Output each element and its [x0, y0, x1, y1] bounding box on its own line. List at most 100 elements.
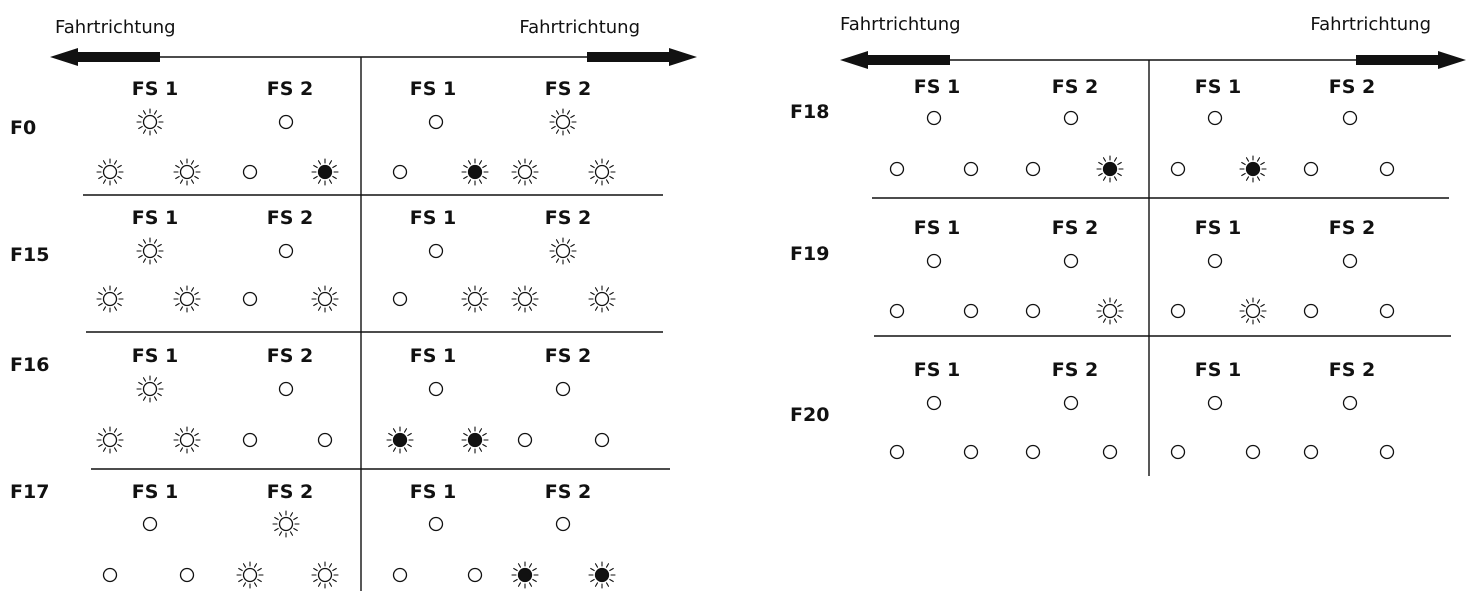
panel-1-row-f16-right-bottom-4-lamp-off-icon: [594, 432, 610, 448]
panel-2-row-f19: F19 FS 1 FS 2 FS 1 FS 2: [790, 217, 1451, 337]
panel-1-row-f15-left-fs1-label: FS 1: [132, 207, 179, 229]
panel-2-row-f20-right-bottom-4-lamp-off-icon: [1379, 444, 1395, 460]
panel-1-row-f16-right-fs1-label: FS 1: [410, 345, 457, 367]
panel-1-row-f0-left-top-2-lamp-off-icon: [278, 114, 294, 130]
panel-1-row-f17-left-bottom-3-lamp-on-icon: [236, 561, 264, 589]
panel-1-row-f17-left-bottom-2-lamp-off-icon: [179, 567, 195, 583]
panel-2-row-f19-left-bottom-4-lamp-on-icon: [1096, 297, 1124, 325]
panel-1-row-f16-left-top-2-lamp-off-icon: [278, 381, 294, 397]
panel-1-row-f16-left-bottom-4-lamp-off-icon: [317, 432, 333, 448]
panel-1-row-f17-left-bottom-4-lamp-on-icon: [311, 561, 339, 589]
panel-1-row-f16-right-bottom-3-lamp-off-icon: [517, 432, 533, 448]
panel-2-row-f18-right-bottom-4-lamp-off-icon: [1379, 161, 1395, 177]
panel-1-row-f17-right-fs1-label: FS 1: [410, 481, 457, 503]
panel-1-row-f17-right-top-2-lamp-off-icon: [555, 516, 571, 532]
panel-2-direction-label-left: Fahrtrichtung: [840, 14, 961, 35]
panel-1-direction-label-left: Fahrtrichtung: [55, 17, 176, 38]
panel-2-row-f19-left-top-1-lamp-off-icon: [926, 253, 942, 269]
panel-1-row-f0-right-bottom-3-lamp-on-icon: [511, 158, 539, 186]
panel-1-row-f0: F0 FS 1 FS 2 FS 1 FS 2: [10, 78, 663, 196]
panel-1-row-f17-right-bottom-2-lamp-off-icon: [467, 567, 483, 583]
panel-1-row-f15-right-bottom-3-lamp-on-icon: [511, 285, 539, 313]
panel-1-row-f15-right-top-2-lamp-on-icon: [549, 237, 577, 265]
panel-1-row-f16-right-fs2-label: FS 2: [545, 345, 592, 367]
panel-1-row-f0-right-top-2-lamp-on-icon: [549, 108, 577, 136]
panel-2-row-f18-right-fs2-label: FS 2: [1329, 76, 1376, 98]
panel-2-row-f18-right-bottom-2-lamp-active-icon: [1239, 155, 1267, 183]
panel-2-arrow-left-icon: [840, 51, 950, 69]
panel-2: Fahrtrichtung Fahrtrichtung F18 FS 1 FS 2 FS …: [790, 14, 1451, 476]
panel-2-row-f20-left-bottom-1-lamp-off-icon: [889, 444, 905, 460]
panel-2-row-f18-left-bottom-2-lamp-off-icon: [963, 161, 979, 177]
panel-2-row-f18-left-bottom-4-lamp-active-icon: [1096, 155, 1124, 183]
panel-2-row-f20-right-top-1-lamp-off-icon: [1207, 395, 1223, 411]
panel-1-row-f17-right-bottom-4-lamp-active-icon: [588, 561, 616, 589]
panel-1-row-f15-right-fs2-label: FS 2: [545, 207, 592, 229]
panel-2-row-f19-left-bottom-3-lamp-off-icon: [1025, 303, 1041, 319]
panel-1-row-f15: F15 FS 1 FS 2 FS 1 FS 2: [10, 207, 663, 333]
panel-2-row-f20-left-top-1-lamp-off-icon: [926, 395, 942, 411]
panel-1-row-f16-left-top-1-lamp-on-icon: [136, 375, 164, 403]
panel-2-row-f18-left-fs1-label: FS 1: [914, 76, 961, 98]
panel-1-row-f16-function-label: F16: [10, 354, 49, 376]
panel-1-row-f0-right-fs2-label: FS 2: [545, 78, 592, 100]
panel-1-row-f17-left-fs1-label: FS 1: [132, 481, 179, 503]
panel-2-row-f20-function-label: F20: [790, 404, 829, 426]
panel-2-row-f18-function-label: F18: [790, 101, 829, 123]
panel-1-row-f0-left-bottom-2-lamp-on-icon: [173, 158, 201, 186]
panel-2-row-f19-function-label: F19: [790, 243, 829, 265]
panel-1-arrow-right-icon: [587, 48, 697, 66]
panel-2-row-f20-left-fs2-label: FS 2: [1052, 359, 1099, 381]
panel-2-row-f18-left-top-2-lamp-off-icon: [1063, 110, 1079, 126]
panel-1-row-f16-right-bottom-2-lamp-active-icon: [461, 426, 489, 454]
panel-1-row-f15-left-fs2-label: FS 2: [267, 207, 314, 229]
panel-1-row-f15-right-bottom-4-lamp-on-icon: [588, 285, 616, 313]
panel-1-row-f16-right-top-2-lamp-off-icon: [555, 381, 571, 397]
panel-2-arrow-right-icon: [1356, 51, 1466, 69]
panel-2-row-f20-right-bottom-2-lamp-off-icon: [1245, 444, 1261, 460]
panel-1-row-f17-left-fs2-label: FS 2: [267, 481, 314, 503]
panel-1-row-f0-left-bottom-4-lamp-active-icon: [311, 158, 339, 186]
panel-2-row-f19-right-top-1-lamp-off-icon: [1207, 253, 1223, 269]
panel-1-row-f15-left-bottom-4-lamp-on-icon: [311, 285, 339, 313]
panel-2-row-f20-left-fs1-label: FS 1: [914, 359, 961, 381]
panel-1-row-f0-function-label: F0: [10, 117, 36, 139]
panel-1-row-f16-right-bottom-1-lamp-active-icon: [386, 426, 414, 454]
panel-1-row-f0-right-top-1-lamp-off-icon: [428, 114, 444, 130]
panel-1-row-f16-left-bottom-2-lamp-on-icon: [173, 426, 201, 454]
panel-1-row-f17-right-fs2-label: FS 2: [545, 481, 592, 503]
panel-1-row-f15-right-bottom-1-lamp-off-icon: [392, 291, 408, 307]
panel-2-row-f20-left-bottom-2-lamp-off-icon: [963, 444, 979, 460]
panel-2-row-f19-right-bottom-4-lamp-off-icon: [1379, 303, 1395, 319]
panel-2-row-f19-left-bottom-2-lamp-off-icon: [963, 303, 979, 319]
panel-1-row-f17-right-top-1-lamp-off-icon: [428, 516, 444, 532]
panel-2-direction-label-right: Fahrtrichtung: [1310, 14, 1431, 35]
panel-2-row-f19-left-bottom-1-lamp-off-icon: [889, 303, 905, 319]
panel-1-row-f16-left-bottom-1-lamp-on-icon: [96, 426, 124, 454]
panel-2-row-f18: F18 FS 1 FS 2 FS 1 FS 2: [790, 76, 1449, 199]
panel-1-row-f15-function-label: F15: [10, 244, 49, 266]
panel-1-row-f16-left-fs1-label: FS 1: [132, 345, 179, 367]
panel-2-row-f19-right-bottom-3-lamp-off-icon: [1303, 303, 1319, 319]
panel-1-row-f17-right-bottom-3-lamp-active-icon: [511, 561, 539, 589]
panel-2-row-f19-right-fs1-label: FS 1: [1195, 217, 1242, 239]
panel-1-row-f16-left-fs2-label: FS 2: [267, 345, 314, 367]
panel-2-row-f18-right-fs1-label: FS 1: [1195, 76, 1242, 98]
panel-1: Fahrtrichtung Fahrtrichtung F0 FS 1 FS 2 FS 1…: [10, 17, 677, 591]
panel-1-row-f0-left-bottom-3-lamp-off-icon: [242, 164, 258, 180]
panel-2-row-f20-right-fs1-label: FS 1: [1195, 359, 1242, 381]
panel-2-row-f20-right-bottom-3-lamp-off-icon: [1303, 444, 1319, 460]
panel-1-direction-label-right: Fahrtrichtung: [519, 17, 640, 38]
panel-1-row-f0-right-fs1-label: FS 1: [410, 78, 457, 100]
panel-2-row-f18-right-bottom-3-lamp-off-icon: [1303, 161, 1319, 177]
panel-2-row-f19-right-bottom-1-lamp-off-icon: [1170, 303, 1186, 319]
panel-2-row-f20-right-fs2-label: FS 2: [1329, 359, 1376, 381]
panel-2-row-f18-right-top-1-lamp-off-icon: [1207, 110, 1223, 126]
panel-1-row-f17-left-bottom-1-lamp-off-icon: [102, 567, 118, 583]
panel-1-row-f15-right-bottom-2-lamp-on-icon: [461, 285, 489, 313]
panel-1-row-f15-left-bottom-1-lamp-on-icon: [96, 285, 124, 313]
panel-1-row-f15-left-top-2-lamp-off-icon: [278, 243, 294, 259]
panel-1-row-f17-left-top-1-lamp-off-icon: [142, 516, 158, 532]
panel-1-row-f0-right-bottom-2-lamp-active-icon: [461, 158, 489, 186]
